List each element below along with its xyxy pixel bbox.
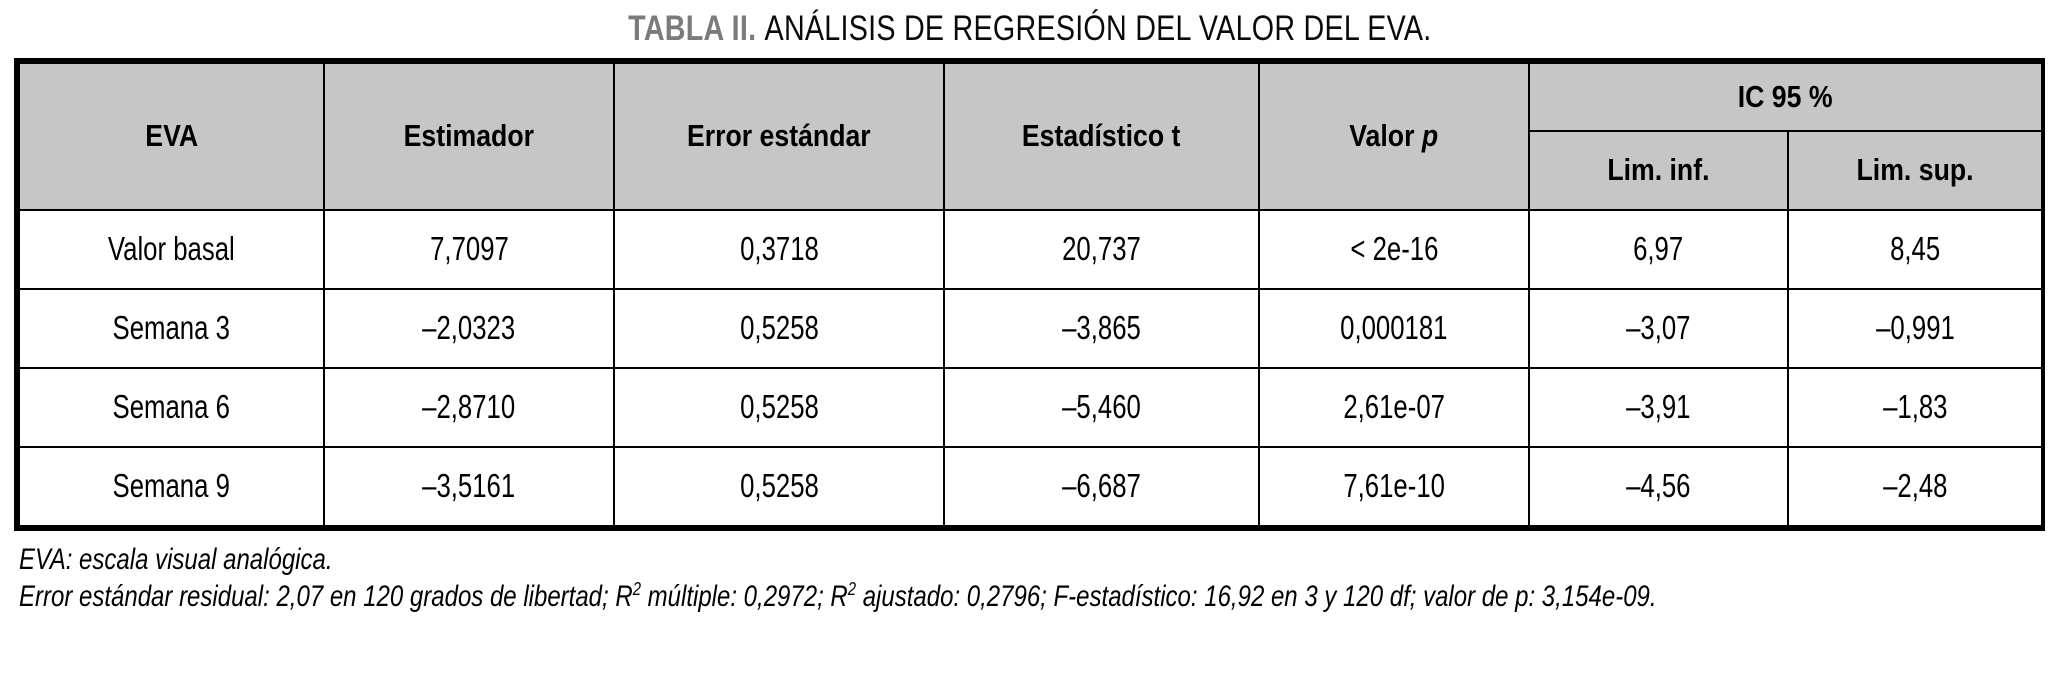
cell-lim-inf: –4,56 (1528, 446, 1789, 527)
cell-lim-inf-value: 6,97 (1633, 230, 1684, 268)
cell-estimador: –2,8710 (323, 367, 615, 448)
cell-eva: Semana 6 (18, 367, 325, 448)
regression-table: EVA Estimador Error estándar Estadístico… (18, 62, 2043, 527)
cell-lim-sup: –0,991 (1787, 288, 2043, 369)
cell-error-estandar-value: 0,3718 (739, 230, 819, 268)
col-header-estimador: Estimador (323, 62, 615, 211)
superscript-two-second: 2 (847, 577, 857, 599)
table-row: Semana 9 –3,5161 0,5258 –6,687 7,61e-10 … (18, 446, 2043, 527)
table-body: Valor basal 7,7097 0,3718 20,737 < 2e-16… (18, 209, 2043, 527)
cell-lim-inf-value: –3,07 (1626, 309, 1691, 347)
cell-estadistico-t-value: –5,460 (1062, 388, 1141, 426)
col-header-lim-sup-label: Lim. sup. (1856, 152, 1974, 188)
cell-estimador: –2,0323 (323, 288, 615, 369)
cell-eva: Valor basal (18, 209, 325, 290)
cell-lim-sup: –1,83 (1787, 367, 2043, 448)
col-header-lim-sup: Lim. sup. (1787, 130, 2043, 211)
superscript-two-first: 2 (632, 577, 641, 599)
cell-valor-p-value: 0,000181 (1340, 309, 1448, 347)
cell-valor-p: < 2e-16 (1258, 209, 1530, 290)
header-row-primary: EVA Estimador Error estándar Estadístico… (18, 62, 2043, 211)
footnote-abbreviation: EVA: escala visual analógica. (19, 543, 333, 576)
cell-estimador-value: –2,8710 (422, 388, 516, 426)
col-header-ic95-group: IC 95 % (1528, 62, 2043, 132)
cell-estadistico-t-value: –3,865 (1062, 309, 1141, 347)
cell-estimador-value: –3,5161 (422, 467, 516, 505)
table-row: Semana 6 –2,8710 0,5258 –5,460 2,61e-07 … (18, 367, 2043, 448)
col-header-ic95-label: IC 95 % (1738, 78, 1833, 114)
cell-valor-p-value: 7,61e-10 (1343, 467, 1445, 505)
col-header-error-estandar: Error estándar (613, 62, 945, 211)
cell-lim-sup: –2,48 (1787, 446, 2043, 527)
cell-lim-sup: 8,45 (1787, 209, 2043, 290)
cell-eva-value: Semana 3 (112, 309, 231, 347)
col-header-valor-p-label: Valor p (1349, 118, 1439, 154)
cell-eva: Semana 3 (18, 288, 325, 369)
cell-error-estandar: 0,3718 (613, 209, 945, 290)
cell-estadistico-t: 20,737 (943, 209, 1260, 290)
cell-estadistico-t: –6,687 (943, 446, 1260, 527)
cell-lim-sup-value: 8,45 (1889, 230, 1941, 268)
cell-eva-value: Valor basal (108, 230, 235, 268)
cell-valor-p: 0,000181 (1258, 288, 1530, 369)
table-header: EVA Estimador Error estándar Estadístico… (18, 62, 2043, 211)
cell-error-estandar-value: 0,5258 (739, 388, 819, 426)
title-table-label: TABLA II. (627, 9, 756, 48)
col-header-eva-label: EVA (145, 118, 198, 154)
header-row-secondary: Lim. inf. Lim. sup. (19, 130, 2043, 211)
valor-p-word: Valor (1349, 118, 1423, 154)
cell-estimador: 7,7097 (323, 209, 615, 290)
cell-lim-inf-value: –3,91 (1626, 388, 1691, 426)
table-row: Valor basal 7,7097 0,3718 20,737 < 2e-16… (18, 209, 2043, 290)
col-header-estadistico-t-label: Estadístico t (1022, 118, 1181, 154)
cell-error-estandar: 0,5258 (613, 288, 945, 369)
cell-lim-sup-value: –0,991 (1875, 309, 1955, 347)
cell-error-estandar-value: 0,5258 (739, 309, 819, 347)
title-description: ANÁLISIS DE REGRESIÓN DEL VALOR DEL EVA. (764, 9, 1432, 48)
table-footnotes: EVA: escala visual analógica. Error está… (14, 542, 2045, 615)
cell-error-estandar: 0,5258 (613, 446, 945, 527)
cell-eva-value: Semana 9 (112, 467, 231, 505)
cell-error-estandar: 0,5258 (613, 367, 945, 448)
col-header-valor-p: Valor p (1258, 62, 1530, 211)
cell-eva-value: Semana 6 (112, 388, 231, 426)
cell-lim-inf: –3,91 (1528, 367, 1789, 448)
cell-valor-p-value: < 2e-16 (1349, 230, 1439, 268)
col-header-lim-inf: Lim. inf. (1528, 130, 1789, 211)
col-header-estadistico-t: Estadístico t (943, 62, 1260, 211)
footnote-stats-part-c: ajustado: 0,2796; F-estadístico: 16,92 e… (856, 579, 1657, 613)
footnote-model-stats: Error estándar residual: 2,07 en 120 gra… (19, 579, 2043, 616)
cell-estadistico-t-value: 20,737 (1062, 230, 1141, 268)
col-header-eva: EVA (18, 62, 325, 211)
cell-error-estandar-value: 0,5258 (739, 467, 819, 505)
footnote-stats-part-b: múltiple: 0,2972; R (640, 579, 848, 613)
cell-estimador-value: –2,0323 (422, 309, 516, 347)
col-header-lim-inf-label: Lim. inf. (1607, 152, 1710, 188)
cell-valor-p: 2,61e-07 (1258, 367, 1530, 448)
cell-lim-sup-value: –2,48 (1882, 467, 1948, 505)
cell-valor-p: 7,61e-10 (1258, 446, 1530, 527)
valor-p-symbol: p (1422, 118, 1439, 154)
cell-estimador-value: 7,7097 (429, 230, 509, 268)
cell-lim-inf: 6,97 (1528, 209, 1789, 290)
page-title: TABLA II. ANÁLISIS DE REGRESIÓN DEL VALO… (14, 0, 2045, 58)
cell-estadistico-t-value: –6,687 (1062, 467, 1141, 505)
cell-lim-inf-value: –4,56 (1626, 467, 1691, 505)
cell-estadistico-t: –3,865 (943, 288, 1260, 369)
cell-estimador: –3,5161 (323, 446, 615, 527)
col-header-estimador-label: Estimador (403, 118, 535, 154)
cell-valor-p-value: 2,61e-07 (1343, 388, 1445, 426)
col-header-error-estandar-label: Error estándar (687, 118, 871, 154)
cell-lim-sup-value: –1,83 (1882, 388, 1948, 426)
title-text: TABLA II. ANÁLISIS DE REGRESIÓN DEL VALO… (628, 9, 1431, 49)
regression-table-container: EVA Estimador Error estándar Estadístico… (14, 58, 2045, 531)
footnote-stats-part-a: Error estándar residual: 2,07 en 120 gra… (19, 579, 633, 613)
cell-estadistico-t: –5,460 (943, 367, 1260, 448)
table-row: Semana 3 –2,0323 0,5258 –3,865 0,000181 … (18, 288, 2043, 369)
cell-lim-inf: –3,07 (1528, 288, 1789, 369)
cell-eva: Semana 9 (18, 446, 325, 527)
